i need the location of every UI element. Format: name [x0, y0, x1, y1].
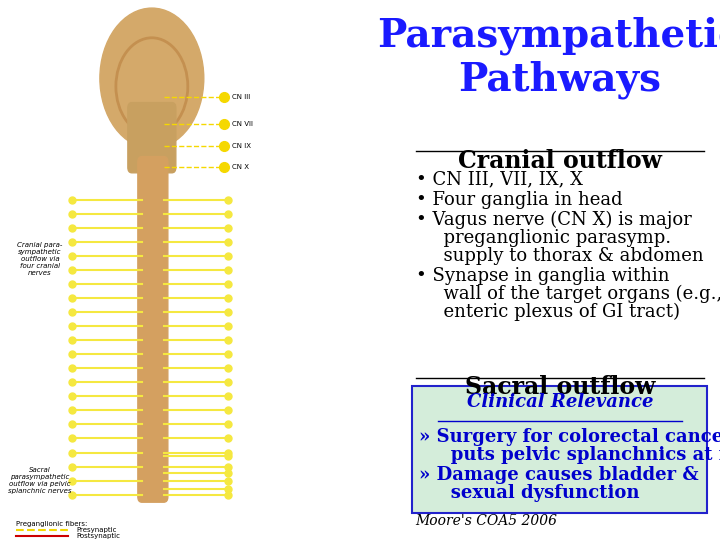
FancyBboxPatch shape [138, 157, 168, 502]
Text: Sacral
parasympathetic
outflow via pelvic
splanchnic nerves: Sacral parasympathetic outflow via pelvi… [8, 467, 72, 494]
Text: wall of the target organs (e.g.,: wall of the target organs (e.g., [432, 285, 720, 303]
Text: Clinical Relevance: Clinical Relevance [467, 393, 653, 410]
Text: CN VII: CN VII [232, 121, 253, 127]
Text: puts pelvic splanchnics at risk: puts pelvic splanchnics at risk [432, 446, 720, 463]
Text: Moore's COA5 2006: Moore's COA5 2006 [415, 514, 557, 528]
Text: Presynaptic: Presynaptic [76, 527, 117, 534]
Text: CN X: CN X [232, 164, 249, 171]
Text: enteric plexus of GI tract): enteric plexus of GI tract) [432, 303, 680, 321]
Text: external genitalia: external genitalia [432, 434, 605, 451]
Text: • Four ganglia in head: • Four ganglia in head [415, 191, 622, 208]
Text: Cranial outflow: Cranial outflow [458, 148, 662, 172]
Text: Sacral outflow: Sacral outflow [464, 375, 655, 399]
Text: Preganglionic fibers:: Preganglionic fibers: [16, 521, 87, 527]
Text: CN IX: CN IX [232, 143, 251, 149]
FancyBboxPatch shape [413, 386, 707, 513]
Text: supply to thorax & abdomen: supply to thorax & abdomen [432, 247, 703, 265]
Text: Cranial para-
sympathetic
outflow via
four cranial
nerves: Cranial para- sympathetic outflow via fo… [17, 242, 63, 276]
Text: » Damage causes bladder &: » Damage causes bladder & [419, 466, 698, 484]
Circle shape [100, 8, 204, 148]
Text: • Vagus nerve (CN X) is major: • Vagus nerve (CN X) is major [415, 211, 691, 230]
FancyBboxPatch shape [128, 103, 176, 173]
Text: » Surgery for colorectal cancer: » Surgery for colorectal cancer [419, 428, 720, 445]
Text: • Synapse in ganglia within: • Synapse in ganglia within [415, 267, 669, 285]
Text: • CN III, VII, IX, X: • CN III, VII, IX, X [415, 170, 582, 188]
Text: Postsynaptic: Postsynaptic [76, 533, 120, 539]
Text: • S2–S4 via pelvic splanchnics: • S2–S4 via pelvic splanchnics [415, 395, 694, 413]
Text: CN III: CN III [232, 94, 250, 100]
Text: Parasympathetic
Pathways: Parasympathetic Pathways [377, 16, 720, 99]
Text: preganglionic parasymp.: preganglionic parasymp. [432, 229, 671, 247]
Text: • Hindgut, pelvic viscera, and: • Hindgut, pelvic viscera, and [415, 416, 690, 434]
Text: sexual dysfunction: sexual dysfunction [432, 484, 639, 502]
